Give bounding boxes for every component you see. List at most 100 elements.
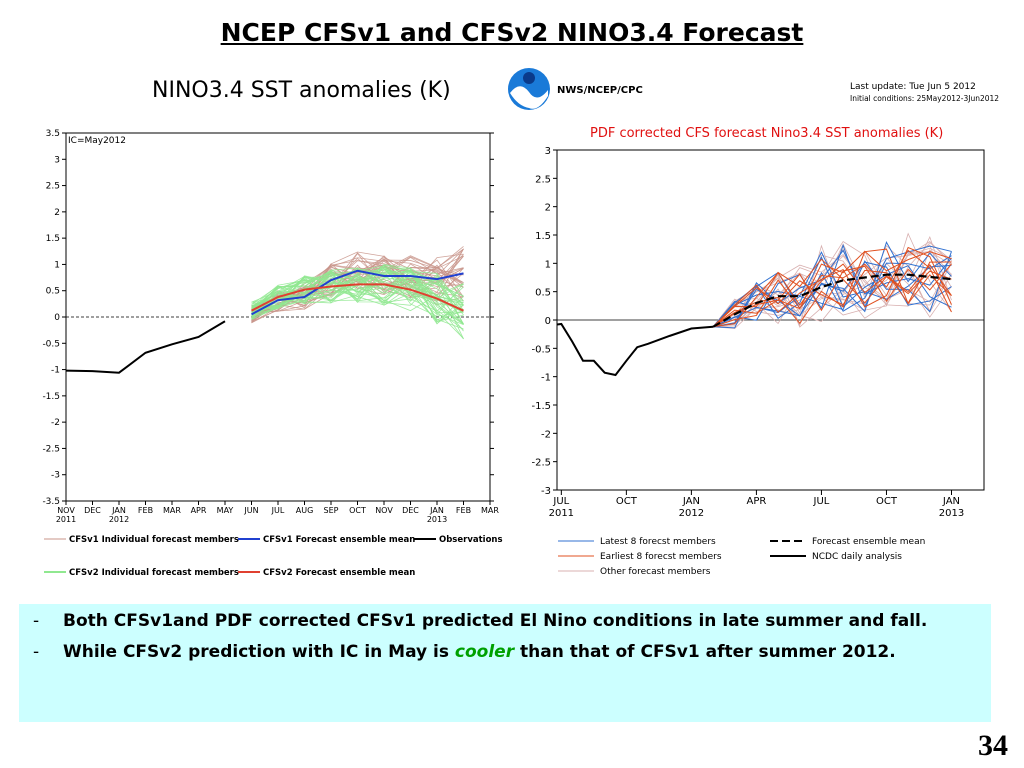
bullet-dash: - <box>33 642 40 662</box>
x-tick-label: FEB <box>138 506 153 515</box>
y-tick-label: 1.5 <box>46 234 60 244</box>
observations-line <box>65 320 226 374</box>
last-update-label: Last update: Tue Jun 5 2012 <box>850 82 976 92</box>
x-tick-year-label: 2011 <box>56 515 76 524</box>
y-tick-label: -2 <box>541 429 551 440</box>
legend-label: Latest 8 forecst members <box>600 537 716 547</box>
noaa-logo-bird-icon <box>523 72 535 84</box>
y-tick-label: 0.5 <box>535 288 551 299</box>
y-tick-label: 1 <box>54 260 60 270</box>
legend-label: CFSv2 Forecast ensemble mean <box>263 568 415 578</box>
cfs-nino34-anomalies-chart: NINO3.4 SST anomalies (K) IC=May2012 3.5 3 2… <box>42 78 503 578</box>
y-tick-label: -0.5 <box>42 339 60 349</box>
bullet-text-end: than that of CFSv1 after summer 2012. <box>514 642 896 662</box>
x-tick-label: JAN <box>942 496 960 507</box>
legend-label: Earliest 8 forecst members <box>600 552 722 562</box>
x-tick-label: NOV <box>57 506 75 515</box>
y-tick-label: -1.5 <box>531 401 551 412</box>
x-tick-label: DEC <box>84 506 101 515</box>
x-tick-label: APR <box>746 496 766 507</box>
chart-title: NINO3.4 SST anomalies (K) <box>152 78 451 103</box>
earliest-member-line <box>712 248 952 328</box>
y-tick-label: 2 <box>545 203 551 214</box>
x-tick-label: OCT <box>616 496 638 507</box>
x-tick-label: OCT <box>876 496 898 507</box>
bullet-text: While CFSv2 prediction with IC in May is… <box>63 641 975 663</box>
y-tick-label: -2 <box>51 418 60 428</box>
legend-label: Forecast ensemble mean <box>812 537 925 547</box>
y-tick-label: 2.5 <box>46 182 60 192</box>
x-tick-label: JUL <box>813 496 830 507</box>
y-tick-label: 3 <box>54 155 60 165</box>
x-tick-label: NOV <box>375 506 393 515</box>
y-tick-label: -3 <box>541 486 551 497</box>
x-tick-year-label: 2011 <box>549 508 574 519</box>
legend-label: Observations <box>439 535 503 545</box>
cfsv2-member-line <box>251 270 464 313</box>
y-tick-label: -2.5 <box>42 444 60 454</box>
x-tick-label: FEB <box>456 506 471 515</box>
earliest-member-line <box>712 258 952 328</box>
y-tick-label: -1.5 <box>42 392 60 402</box>
x-tick-label: JUL <box>552 496 569 507</box>
x-tick-label: AUG <box>296 506 314 515</box>
y-tick-label: 0 <box>54 313 60 323</box>
x-tick-label: JUL <box>271 506 285 515</box>
org-label: NWS/NCEP/CPC <box>557 85 643 96</box>
y-tick-label: -1 <box>51 366 60 376</box>
y-tick-label: -1 <box>541 373 551 384</box>
cfsv2-member-line <box>251 271 464 315</box>
x-tick-label: MAR <box>163 506 181 515</box>
earliest-member-line <box>712 263 952 328</box>
y-tick-label: -3 <box>51 471 60 481</box>
earliest-member-line <box>712 246 952 328</box>
x-tick-label: JUN <box>243 506 258 515</box>
ensemble-mean-line <box>712 273 952 328</box>
legend-label: CFSv1 Individual forecast members <box>69 535 239 545</box>
other-member-line <box>712 255 952 328</box>
earliest-member-line <box>712 250 952 328</box>
x-tick-label: MAR <box>481 506 499 515</box>
y-tick-label: -2.5 <box>531 458 551 469</box>
cfsv2-member-line <box>251 272 464 314</box>
x-tick-year-label: 2012 <box>109 515 129 524</box>
latest-member-line <box>712 240 952 328</box>
legend-label: CFSv1 Forecast ensemble mean <box>263 535 415 545</box>
earliest-member-line <box>712 249 952 328</box>
chart-title: PDF corrected CFS forecast Nino3.4 SST a… <box>590 126 943 141</box>
summary-bullet-2: - While CFSv2 prediction with IC in May … <box>33 641 975 663</box>
x-tick-year-label: 2012 <box>679 508 704 519</box>
y-tick-label: 0 <box>545 316 551 327</box>
pdf-corrected-cfs-forecast-chart: NWS/NCEP/CPC Last update: Tue Jun 5 2012 I… <box>508 68 999 577</box>
x-tick-label: APR <box>191 506 207 515</box>
x-tick-label: JAN <box>682 496 700 507</box>
y-tick-label: 0.5 <box>46 287 60 297</box>
summary-panel: - Both CFSv1and PDF corrected CFSv1 pred… <box>19 604 991 722</box>
earliest-member-line <box>712 263 952 328</box>
y-tick-label: 3.5 <box>46 129 60 139</box>
x-tick-label: OCT <box>349 506 366 515</box>
y-tick-label: 2 <box>54 208 60 218</box>
slide-title: NCEP CFSv1 and CFSv2 NINO3.4 Forecast <box>220 18 804 47</box>
legend-label: CFSv2 Individual forecast members <box>69 568 239 578</box>
summary-bullet-1: - Both CFSv1and PDF corrected CFSv1 pred… <box>33 610 975 632</box>
emphasis-cooler: cooler <box>454 642 515 662</box>
cfsv2-member-line <box>251 268 464 307</box>
legend-label: Other forecast members <box>600 567 711 577</box>
cfsv2-mean-line <box>251 283 464 312</box>
latest-member-line <box>712 261 952 328</box>
cfsv2-member-line <box>251 277 464 339</box>
cfsv2-member-line <box>251 277 464 330</box>
y-tick-label: 2.5 <box>535 174 551 185</box>
bullet-dash: - <box>33 611 40 631</box>
x-tick-year-label: 2013 <box>939 508 964 519</box>
latest-member-line <box>712 245 952 328</box>
y-tick-label: -0.5 <box>531 344 551 355</box>
cfsv1-mean-line <box>251 269 464 316</box>
y-tick-label: -3.5 <box>42 497 60 507</box>
x-tick-label: MAY <box>217 506 234 515</box>
initial-conditions-label: Initial conditions: 25May2012-3Jun2012 <box>850 94 999 103</box>
x-tick-label: DEC <box>402 506 419 515</box>
bullet-text: Both CFSv1and PDF corrected CFSv1 predic… <box>63 611 928 631</box>
y-tick-label: 1 <box>545 259 551 270</box>
